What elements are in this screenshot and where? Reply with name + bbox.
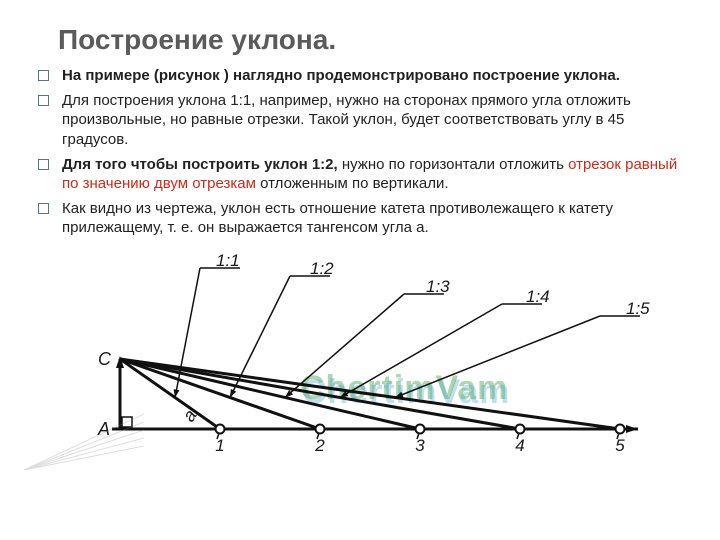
- page-title: Построение уклона.: [58, 24, 690, 56]
- bullet-list: На примере (рисунок ) наглядно продемонс…: [38, 66, 690, 238]
- bullet-1: Для построения уклона 1:1, например, нуж…: [38, 91, 690, 149]
- bullet-0: На примере (рисунок ) наглядно продемонс…: [38, 66, 690, 85]
- slope-diagram: ChertimVamChertimVam11:121:231:341:451:5…: [30, 244, 690, 464]
- bullet-3: Как видно из чертежа, уклон есть отношен…: [38, 199, 690, 237]
- svg-text:1:3: 1:3: [426, 277, 450, 296]
- svg-text:ChertimVam: ChertimVam: [302, 373, 510, 411]
- svg-text:1:1: 1:1: [216, 251, 240, 270]
- svg-text:1:2: 1:2: [310, 259, 334, 278]
- svg-text:2: 2: [314, 436, 325, 455]
- svg-text:1:4: 1:4: [526, 287, 550, 306]
- svg-text:1:5: 1:5: [626, 299, 650, 318]
- svg-text:C: C: [98, 349, 112, 369]
- bullet-2: Для того чтобы построить уклон 1:2, нужн…: [38, 155, 690, 193]
